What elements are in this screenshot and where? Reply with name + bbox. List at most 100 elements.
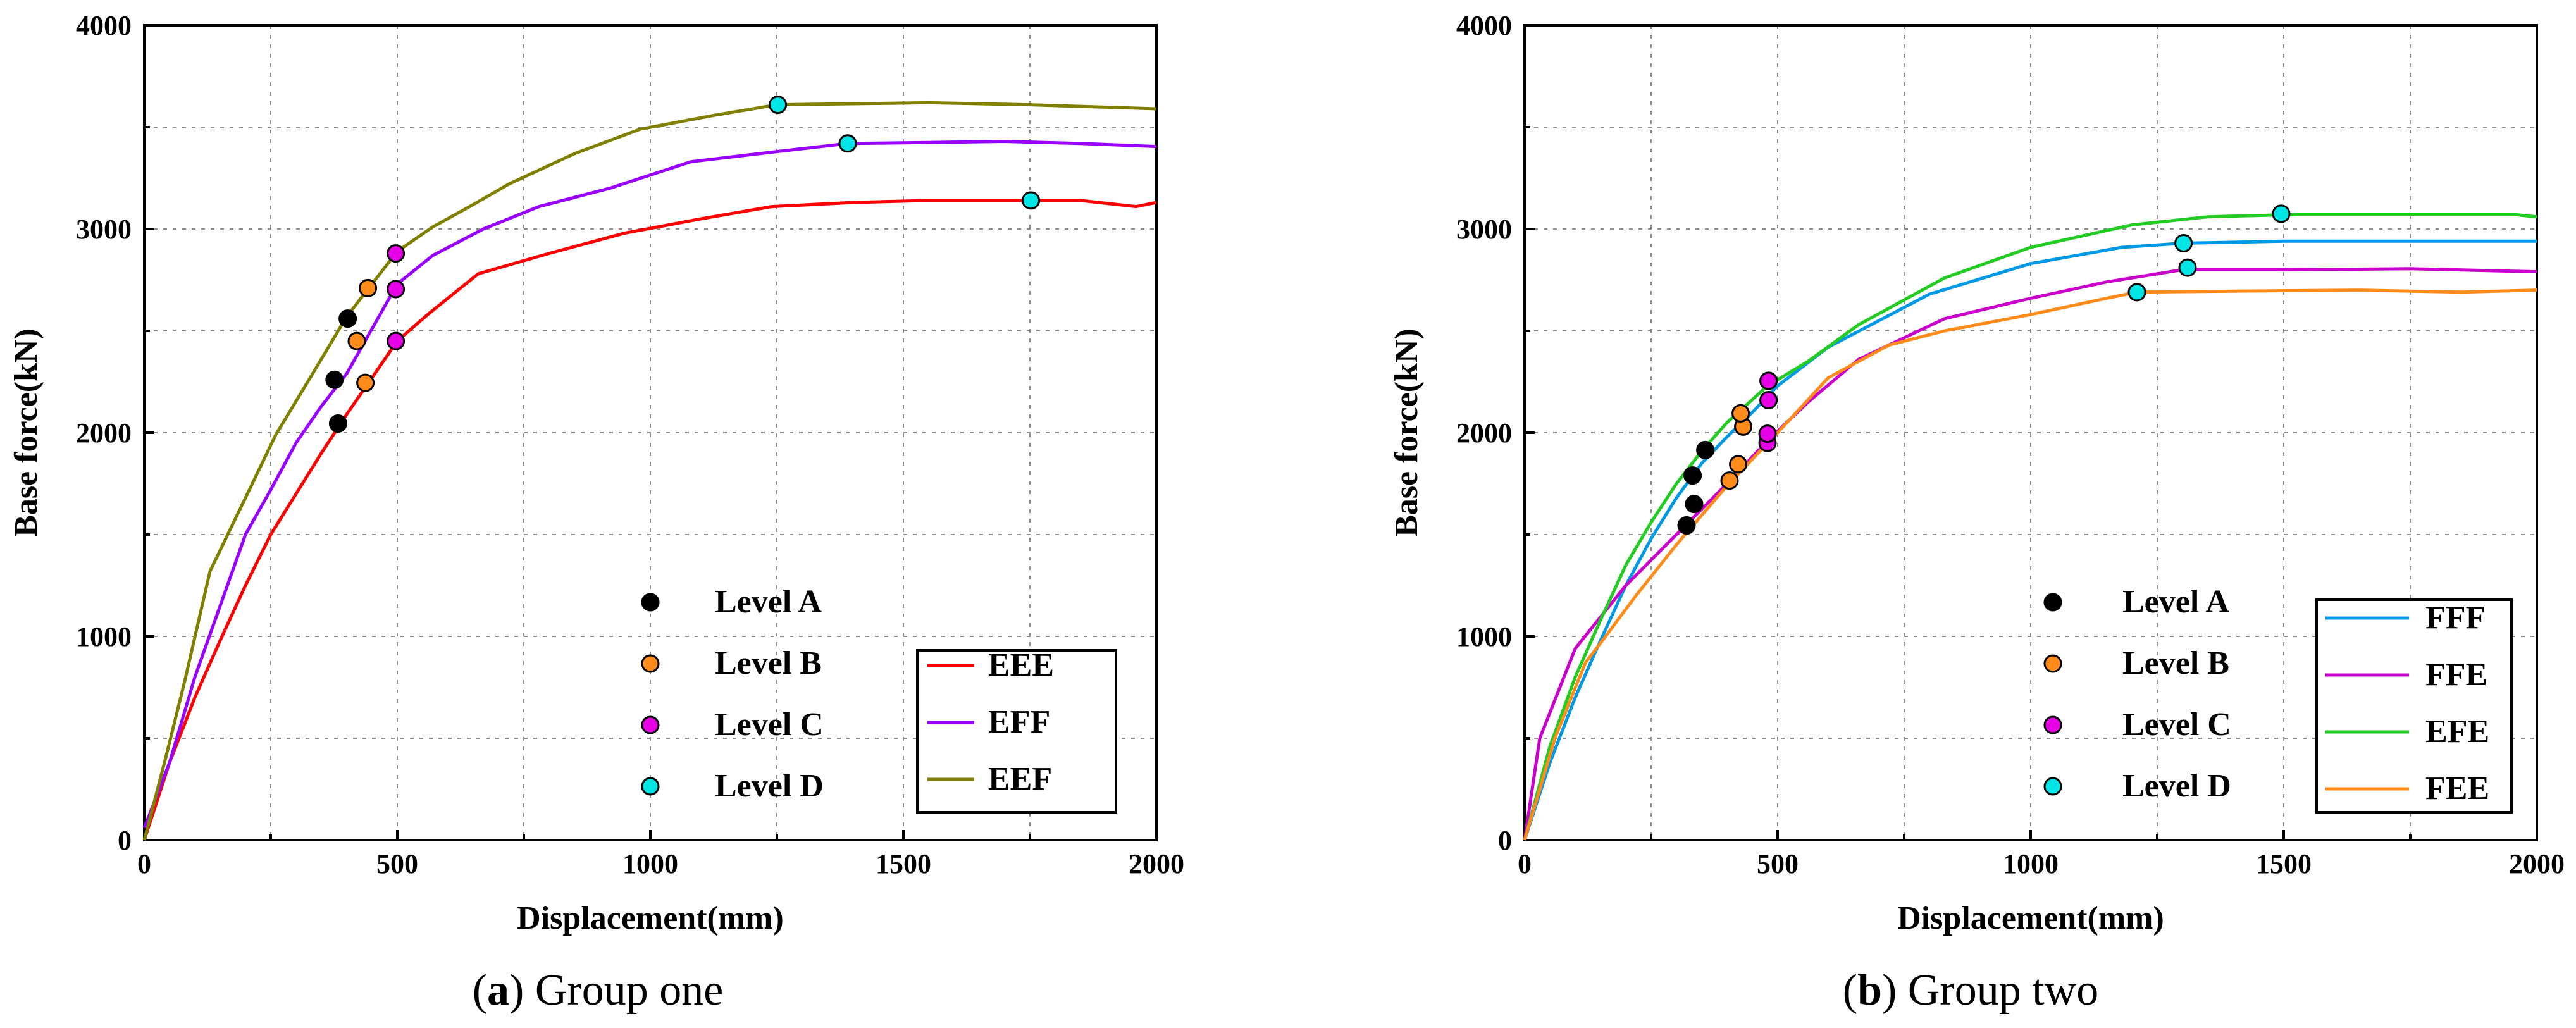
legend-level-label: Level C	[715, 707, 824, 743]
marker-level-c	[1759, 390, 1778, 409]
marker-level-d	[769, 96, 788, 115]
marker-level-c	[387, 331, 406, 350]
y-axis-title: Base force(kN)	[8, 328, 44, 537]
chart-panel-b: 0 500 1000 1500 2000 0 1000 2000 3000 4000 Displac…	[1389, 10, 2565, 1015]
legend-series-label: FFE	[2425, 657, 2487, 693]
marker-level-b	[1731, 404, 1750, 423]
x-tick-label: 2000	[1129, 848, 1184, 879]
x-tick-label: 500	[1757, 848, 1799, 879]
y-tick-label: 2000	[76, 418, 132, 449]
marker-level-a	[1683, 466, 1702, 485]
y-tick-label: 4000	[1456, 10, 1512, 41]
series-legend-box	[2315, 598, 2513, 814]
caption-paren: (	[1843, 966, 1857, 1015]
marker-level-d	[2127, 283, 2146, 302]
marker-level-b	[1720, 471, 1739, 490]
series	[142, 101, 1157, 841]
marker-level-a	[338, 309, 357, 328]
legend-series-label: FEE	[2425, 771, 2489, 807]
legend-series-label: EEF	[988, 761, 1052, 797]
level-legend: Level A Level B Level C Level D	[641, 584, 824, 804]
marker-level-a	[325, 370, 344, 389]
series-legend-box	[916, 649, 1117, 814]
x-tick-label: 1000	[2003, 848, 2059, 879]
marker-level-d	[2174, 234, 2193, 253]
caption-paren: (	[473, 966, 487, 1015]
x-axis-title: Displacement(mm)	[517, 900, 784, 936]
marker-level-c	[387, 244, 406, 263]
series-line-efe	[1523, 213, 2537, 841]
x-tick-label: 1500	[2256, 848, 2312, 879]
series-legend: EEE EFF EEF	[916, 647, 1117, 814]
marker-level-b	[1729, 455, 1748, 474]
legend-marker	[641, 715, 660, 734]
series-line-eef	[142, 101, 1157, 841]
caption-letter: a	[487, 966, 509, 1015]
marker-level-d	[1022, 191, 1041, 210]
legend-series-label: EFF	[988, 704, 1050, 740]
x-tick-label: 0	[137, 848, 151, 879]
x-tick-label: 1000	[622, 848, 678, 879]
series-line-fee	[1523, 288, 2537, 841]
legend-level-label: Level C	[2122, 707, 2231, 743]
legend-marker	[2043, 715, 2062, 734]
marker-level-a	[1696, 440, 1715, 459]
legend-marker	[2043, 777, 2062, 796]
y-tick-label: 0	[1498, 825, 1512, 856]
legend-series-label: EFE	[2425, 714, 2489, 750]
marker-level-d	[2272, 204, 2291, 223]
caption-text: Group two	[1908, 966, 2098, 1015]
legend-marker	[2043, 654, 2062, 673]
y-tick-label: 3000	[76, 214, 132, 245]
marker-level-b	[347, 331, 366, 350]
marker-level-d	[838, 134, 857, 153]
x-tick-label: 1500	[876, 848, 931, 879]
grid	[1525, 25, 2537, 840]
caption-paren: )	[1882, 966, 1908, 1015]
caption-text: Group one	[535, 966, 723, 1015]
caption-paren: )	[509, 966, 535, 1015]
y-axis-title: Base force(kN)	[1389, 328, 1425, 537]
level-legend: Level A Level B Level C Level D	[2043, 584, 2231, 804]
y-tick-label: 1000	[76, 621, 132, 652]
marker-level-c	[387, 280, 406, 299]
x-tick-label: 0	[1518, 848, 1532, 879]
marker-level-b	[356, 373, 375, 392]
legend-level-label: Level D	[715, 768, 824, 804]
legend-marker	[641, 593, 660, 612]
x-tick-label: 2000	[2509, 848, 2565, 879]
marker-level-d	[2178, 258, 2197, 277]
legend-level-label: Level D	[2122, 768, 2231, 804]
marker-level-a	[1677, 516, 1696, 535]
series-line-eff	[142, 140, 1157, 829]
y-tick-label: 2000	[1456, 418, 1512, 449]
legend-series-label: EEE	[988, 647, 1054, 683]
marker-level-c	[1758, 424, 1777, 443]
legend-marker	[641, 654, 660, 673]
axes: 0 500 1000 1500 2000 0 1000 2000 3000 4000	[76, 10, 1184, 879]
x-axis-title: Displacement(mm)	[1897, 900, 2164, 936]
marker-level-a	[328, 414, 347, 433]
y-tick-label: 3000	[1456, 214, 1512, 245]
legend-level-label: Level B	[2122, 645, 2229, 681]
axes: 0 500 1000 1500 2000 0 1000 2000 3000 4000	[1456, 10, 2565, 879]
y-tick-label: 4000	[76, 10, 132, 41]
x-tick-label: 500	[376, 848, 418, 879]
level-markers	[325, 96, 1041, 433]
series-line-eee	[142, 199, 1157, 841]
caption-letter: b	[1857, 966, 1882, 1015]
panel-caption: (a) Group one	[473, 966, 724, 1015]
chart-panel-a: 0 500 1000 1500 2000 0 1000 2000 3000 4000 Displac…	[8, 10, 1184, 1015]
level-markers	[1677, 204, 2291, 535]
marker-level-a	[1685, 495, 1704, 514]
legend-marker	[641, 777, 660, 796]
legend-level-label: Level A	[715, 584, 822, 620]
marker-level-b	[359, 278, 378, 297]
panel-caption: (b) Group two	[1843, 966, 2098, 1015]
legend-marker	[2043, 593, 2062, 612]
legend-series-label: FFF	[2425, 600, 2486, 636]
series-legend: FFF FFE EFE FEE	[2315, 598, 2513, 814]
y-tick-label: 1000	[1456, 621, 1512, 652]
legend-level-label: Level B	[715, 645, 822, 681]
